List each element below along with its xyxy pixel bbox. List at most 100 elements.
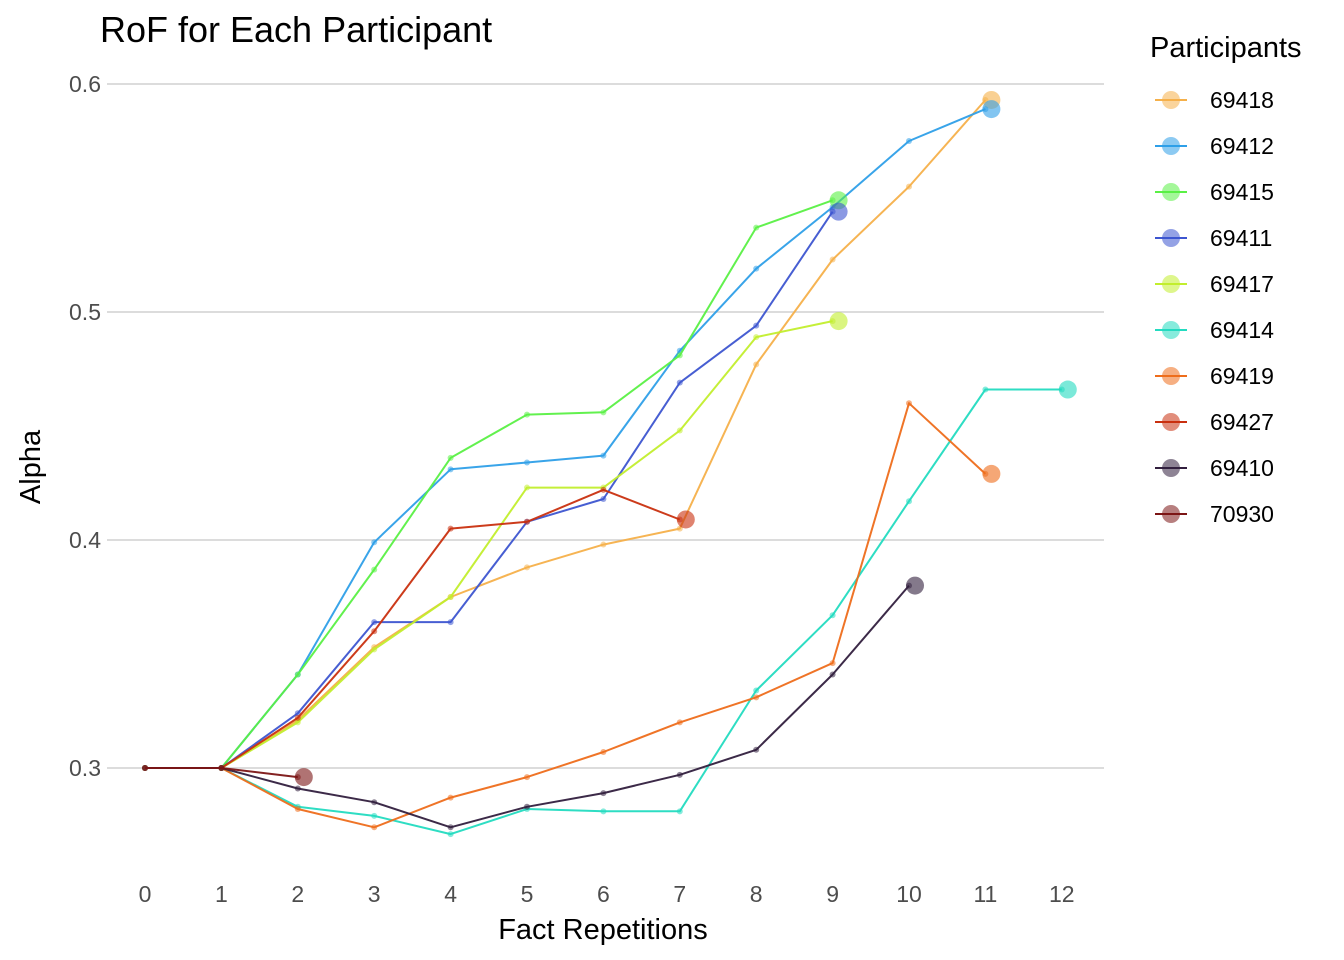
data-point (829, 660, 836, 667)
end-point-marker (982, 464, 1001, 483)
legend-title: Participants (1150, 32, 1302, 64)
series-line (145, 402, 987, 829)
data-point (600, 541, 607, 548)
x-axis-title: Fact Repetitions (498, 914, 708, 946)
data-point (753, 694, 760, 701)
series-69415 (142, 191, 848, 771)
series-line (145, 199, 833, 769)
x-tick-label: 4 (444, 881, 457, 907)
data-point (294, 719, 301, 726)
data-point (447, 619, 454, 626)
data-point (294, 714, 301, 721)
end-point-marker (829, 202, 848, 221)
legend-key-marker (1162, 137, 1180, 155)
data-point (600, 749, 607, 756)
series-line (145, 488, 681, 769)
series-line (145, 108, 986, 769)
x-tick-label: 11 (973, 881, 997, 907)
end-point-marker (829, 312, 848, 331)
x-tick-labels: 0 1 2 3 4 5 6 7 8 9 10 11 12 (139, 881, 1075, 907)
y-tick-label: 0.6 (69, 71, 101, 97)
data-point (600, 486, 607, 493)
legend-key-marker (1162, 275, 1180, 293)
series-line (145, 211, 834, 769)
data-point (371, 646, 378, 653)
data-point (524, 803, 530, 810)
data-point (447, 594, 454, 600)
data-point (371, 824, 378, 831)
x-tick-label: 2 (291, 881, 304, 907)
legend-item-69418: 69418 (1155, 87, 1274, 113)
end-point-marker (1058, 380, 1077, 399)
data-point (753, 746, 760, 753)
data-point (753, 334, 760, 341)
legend: Participants 694186941269415694116941769… (1150, 32, 1302, 527)
legend-label: 69415 (1210, 179, 1274, 205)
data-point (142, 765, 148, 771)
data-point (447, 831, 454, 838)
data-point (753, 687, 760, 694)
y-tick-labels: 0.3 0.4 0.5 0.6 (69, 71, 101, 781)
data-point (371, 619, 378, 626)
legend-item-69417: 69417 (1155, 271, 1274, 297)
x-tick-label: 3 (368, 881, 381, 907)
data-point (753, 265, 760, 272)
data-point (447, 824, 454, 831)
legend-key-marker (1162, 91, 1180, 109)
legend-key-marker (1162, 505, 1180, 523)
data-point (906, 400, 912, 407)
data-point (753, 224, 760, 231)
legend-label: 69412 (1210, 133, 1274, 159)
data-point (524, 518, 530, 525)
data-point (294, 806, 301, 813)
series-line (145, 584, 910, 829)
legend-label: 69411 (1210, 225, 1272, 251)
legend-label: 69414 (1210, 317, 1274, 343)
x-tick-label: 1 (215, 881, 228, 907)
data-point (600, 495, 607, 502)
legend-items: 69418 69412 69415 69411 69417 69414 69419 69427… (1155, 87, 1274, 527)
legend-label: 69417 (1210, 271, 1274, 297)
series-69419 (142, 400, 1001, 831)
end-point-marker (906, 576, 924, 595)
legend-item-69412: 69412 (1155, 133, 1274, 159)
y-tick-label: 0.3 (69, 755, 101, 781)
data-point (447, 454, 454, 461)
legend-label: 69418 (1210, 87, 1274, 113)
data-point (524, 459, 530, 466)
x-tick-label: 12 (1049, 881, 1075, 907)
series-69411 (142, 202, 848, 771)
data-point (294, 671, 301, 678)
data-point (906, 498, 912, 505)
legend-key-marker (1162, 459, 1180, 477)
legend-item-69415: 69415 (1155, 179, 1274, 205)
legend-item-69410: 69410 (1155, 455, 1274, 481)
legend-label: 70930 (1210, 501, 1274, 527)
data-point (371, 539, 378, 546)
data-point (676, 771, 683, 778)
chart-title: RoF for Each Participant (100, 9, 492, 50)
data-point (676, 719, 683, 726)
grid-lines (107, 83, 1104, 769)
legend-label: 69427 (1210, 409, 1274, 435)
legend-label: 69410 (1210, 455, 1274, 481)
data-point (829, 256, 836, 263)
data-point (447, 525, 454, 532)
series-69427 (142, 486, 695, 771)
x-tick-label: 8 (750, 881, 763, 907)
legend-item-69427: 69427 (1155, 409, 1274, 435)
data-point (294, 785, 301, 792)
data-point (676, 379, 683, 386)
y-tick-label: 0.4 (69, 527, 101, 553)
data-point (447, 466, 454, 473)
data-point (676, 808, 683, 815)
y-tick-label: 0.5 (69, 299, 101, 325)
legend-item-69419: 69419 (1155, 363, 1274, 389)
plot-series (142, 90, 1077, 838)
x-tick-label: 6 (597, 881, 610, 907)
legend-item-70930: 70930 (1155, 501, 1274, 527)
data-point (829, 671, 836, 678)
data-point (829, 612, 836, 619)
legend-key-marker (1162, 321, 1180, 339)
